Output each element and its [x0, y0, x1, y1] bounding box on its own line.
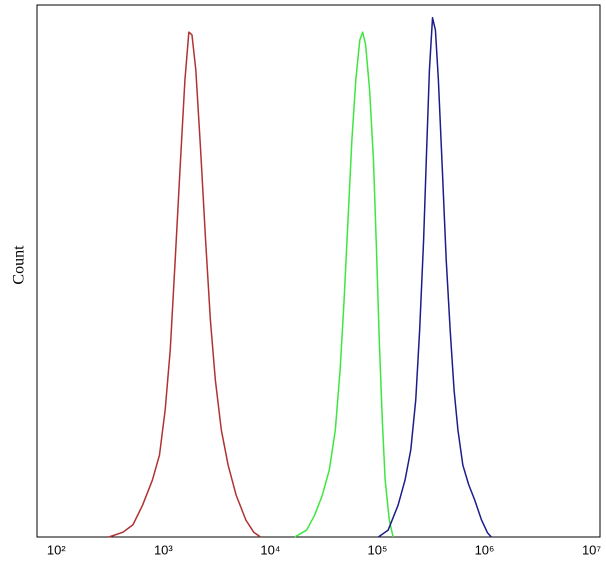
x-tick-label: 10⁵ — [368, 542, 388, 557]
x-tick-label: 10⁶ — [475, 542, 495, 557]
histogram-line — [294, 31, 394, 538]
x-tick-label: 10³ — [154, 542, 173, 557]
x-tick-label: 10² — [47, 542, 66, 557]
histogram-line — [377, 17, 492, 538]
x-tick-label: 10⁷ — [582, 542, 601, 557]
y-axis-label: Count — [11, 245, 28, 285]
x-tick-label: 10⁴ — [260, 542, 280, 557]
histogram-line — [108, 31, 261, 538]
plot-frame — [36, 4, 601, 538]
